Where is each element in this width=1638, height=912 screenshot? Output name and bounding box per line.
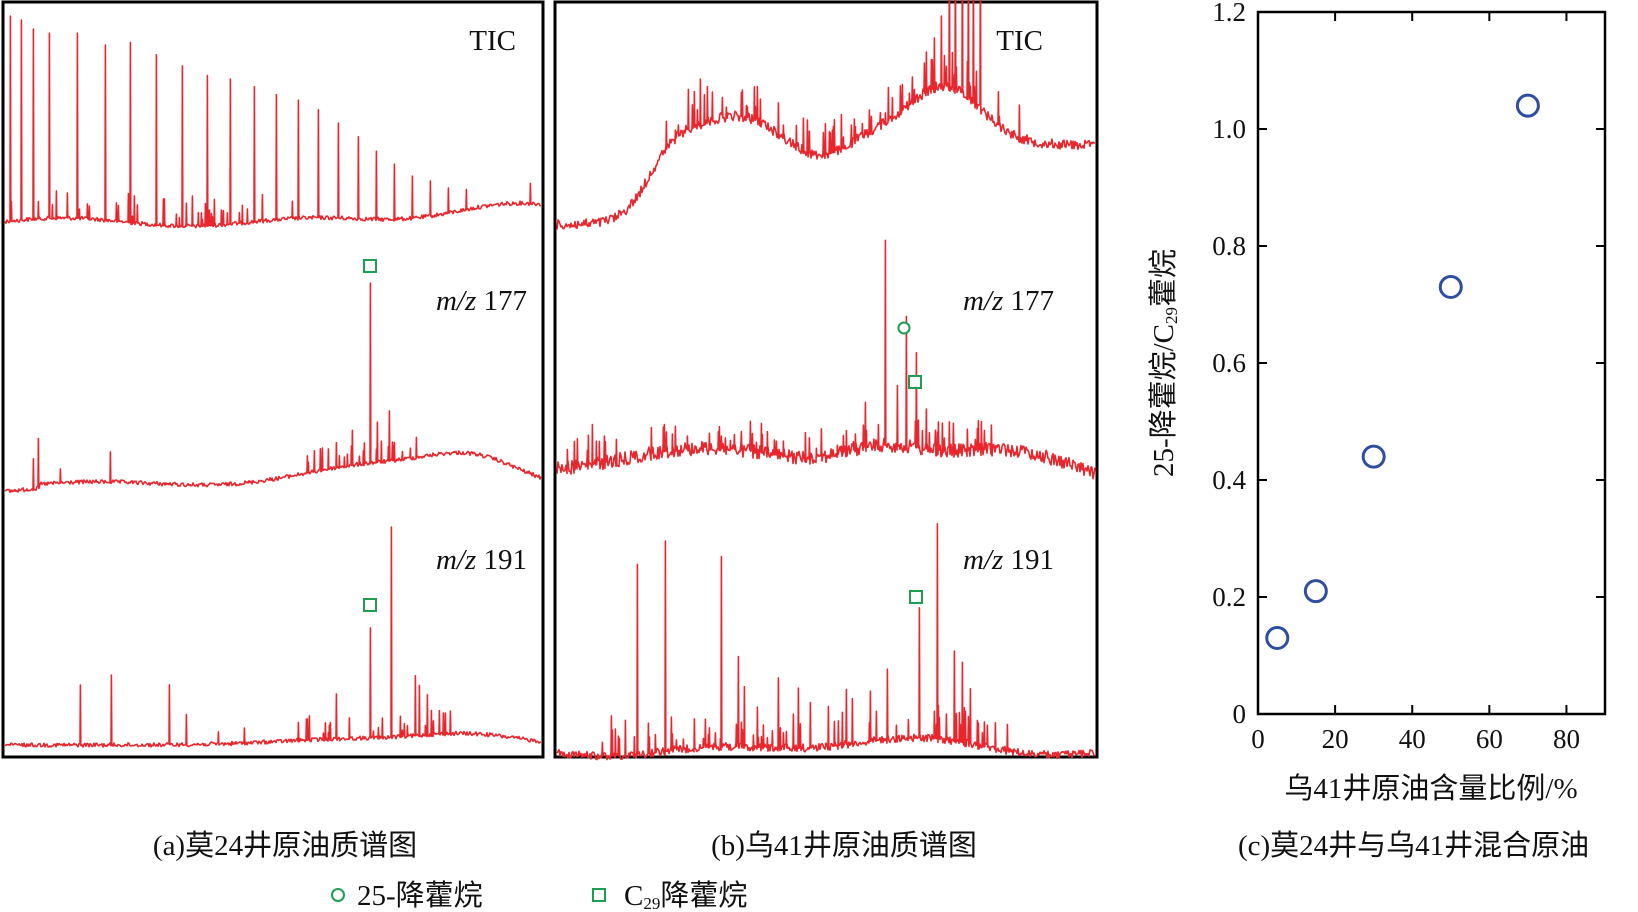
scatter-points [1265,93,1540,650]
legend-square-suffix: 降藿烷 [660,879,747,912]
panel-b-mz177-prefix: m/z [963,285,1003,317]
panel-a-tic-label: TIC [469,25,516,57]
panel-a-mz191-prefix: m/z [436,544,476,576]
panel-a-191-c29-marker [363,598,377,612]
y-tick-label: 1.0 [1212,114,1246,144]
panel-b-mz191-label: m/z 191 [963,544,1054,576]
panel-b-mz177-trace [556,239,1096,480]
legend-circle-icon [331,888,345,902]
y-axis-title-prefix: 25-降藿烷/C [1147,324,1180,477]
panel-b-caption: (b)乌41井原油质谱图 [711,829,977,862]
x-tick-label: 60 [1476,724,1503,754]
legend-square-prefix: C [624,880,643,912]
y-tick-label: 1.2 [1212,0,1246,27]
y-tick-label: 0.6 [1212,348,1246,378]
panel-b-177-25-norhopane-marker [897,321,911,335]
panel-a-caption: (a)莫24井原油质谱图 [153,829,417,862]
scatter-point [1303,579,1328,604]
panel-a-frame [1,0,545,759]
x-tick-label: 40 [1399,724,1426,754]
panel-a-mz191-value: 191 [476,544,527,576]
scatter-point [1515,93,1540,118]
x-tick-label: 0 [1251,724,1265,754]
panel-b-177-c29-marker [908,375,922,389]
panel-b-191-c29-marker [909,590,923,604]
scatter-point [1361,444,1386,469]
panel-c-caption: (c)莫24井与乌41井混合原油 [1238,829,1589,862]
y-tick-label: 0.2 [1212,582,1246,612]
legend-square-label: C29降藿烷 [624,879,747,912]
panel-a-mz177-trace [4,282,542,493]
panel-b-mz177-label: m/z 177 [963,285,1054,317]
y-tick-label: 0.4 [1212,465,1246,495]
y-axis-title-sub: 29 [1162,307,1181,324]
panel-b-tic-label: TIC [996,25,1043,57]
x-axis-title: 乌41井原油含量比例/% [1284,772,1577,805]
scatter-ticks: 0 0.2 0.4 0.6 0.8 1.0 1.2 0 20 40 60 80 [1212,0,1605,754]
panel-a-mz191-label: m/z 191 [436,544,527,576]
panel-b-mz191-value: 191 [1003,544,1054,576]
panel-b-mz191-trace [556,523,1096,761]
scatter-plot: 0 0.2 0.4 0.6 0.8 1.0 1.2 0 20 40 60 80 乌41井原油含量比例/… [1147,0,1607,805]
panel-a-tic-trace [4,15,542,229]
scatter-plot-frame [1256,10,1607,716]
traces-group [4,0,1096,761]
panel-a-mz191-trace [4,526,542,748]
panel-a-mz177-label: m/z 177 [436,285,527,317]
scatter-point [1265,625,1290,650]
legend-circle-label: 25-降藿烷 [357,879,483,912]
y-tick-label: 0 [1233,699,1247,729]
panel-b-mz191-prefix: m/z [963,544,1003,576]
legend-square-icon [592,888,606,902]
y-axis-title-suffix: 藿烷 [1147,249,1180,307]
legend-square-sub: 29 [643,894,660,912]
panel-b-tic-trace [556,0,1096,230]
x-tick-label: 20 [1322,724,1349,754]
y-axis-title: 25-降藿烷/C29藿烷 [1147,249,1181,477]
panel-a-mz177-prefix: m/z [436,285,476,317]
panel-b-mz177-value: 177 [1003,285,1054,317]
panel-a-177-c29-marker [363,259,377,273]
panel-a-mz177-value: 177 [476,285,527,317]
x-tick-label: 80 [1553,724,1580,754]
y-tick-label: 0.8 [1212,231,1246,261]
panel-b-frame [553,0,1099,759]
scatter-point [1438,274,1463,299]
